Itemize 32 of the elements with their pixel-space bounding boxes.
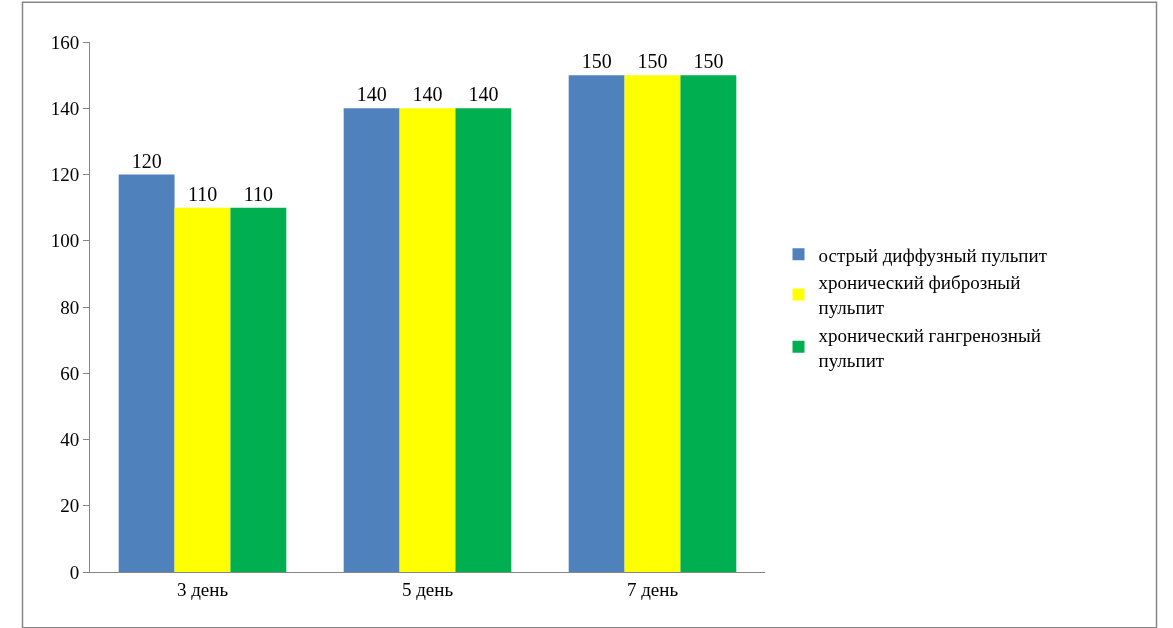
legend-label: острый диффузный пульпит (818, 244, 1048, 266)
y-tick-label: 60 (60, 362, 80, 384)
y-tick-label: 100 (50, 230, 80, 252)
bar (624, 75, 681, 572)
y-tick-label: 40 (60, 429, 80, 451)
data-label: 150 (637, 50, 668, 73)
data-label: 120 (131, 149, 162, 172)
data-label: 150 (693, 50, 724, 73)
bar (455, 108, 512, 572)
bar (174, 207, 231, 572)
y-tick-label: 0 (69, 561, 80, 583)
bar (343, 108, 400, 572)
bar (118, 174, 175, 572)
x-tick-label: 7 день (626, 578, 679, 600)
legend-label: хронический гангренозный пульпит (818, 324, 1041, 371)
bar (680, 75, 737, 572)
y-tick-label: 140 (50, 97, 80, 119)
data-label: 110 (187, 182, 218, 205)
bar (230, 207, 287, 572)
y-tick-label: 160 (50, 31, 80, 53)
data-label: 140 (468, 83, 499, 106)
x-tick-label: 3 день (176, 578, 229, 600)
data-label: 110 (243, 182, 274, 205)
y-tick-label: 20 (60, 495, 80, 517)
data-label: 140 (356, 83, 387, 106)
y-tick-label: 120 (50, 164, 80, 186)
y-tick-label: 80 (60, 296, 80, 318)
bar (399, 108, 456, 572)
data-label: 140 (412, 83, 443, 106)
data-label: 150 (581, 50, 612, 73)
bar (568, 75, 625, 572)
x-tick-label: 5 день (401, 578, 454, 600)
